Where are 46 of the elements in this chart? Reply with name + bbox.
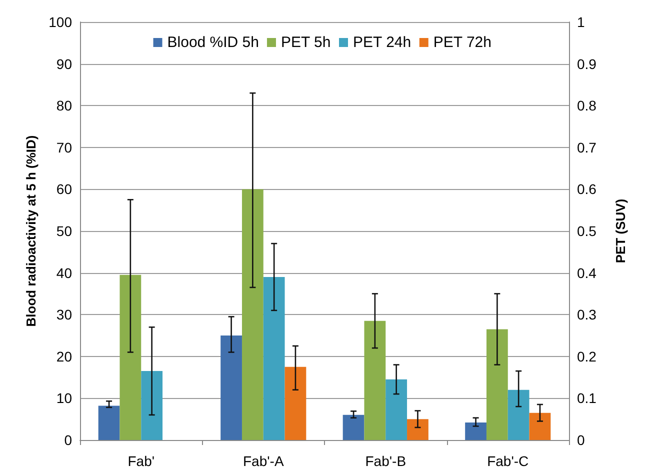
y-tick-label: 50 [56,223,72,239]
y2-tick-label: 0.9 [577,56,597,72]
y2-tick-label: 0.4 [577,264,597,281]
y-axis-title: Blood radioactivity at 5 h (%ID) [24,135,39,327]
y2-tick-label: 0.6 [577,181,597,198]
y-tick-label: 90 [56,56,72,72]
y2-tick-label: 0.5 [577,223,597,239]
bar [342,414,364,440]
bar [386,379,408,440]
bar [263,276,285,440]
y2-axis-title: PET (SUV) [613,198,628,264]
y-tick-label: 80 [56,98,72,114]
y2-tick-label: 0.2 [577,348,597,364]
bar [529,412,551,440]
legend-label: PET 24h [353,34,412,51]
y2-tick-label: 0.3 [577,306,597,323]
bar [486,329,508,440]
bar [141,371,163,440]
y-tick-label: 30 [56,306,72,323]
y2-tick-label: 0.7 [577,139,597,156]
bar [284,366,306,440]
x-tick-label: Fab'-C [487,453,529,469]
y2-tick-label: 0.8 [577,98,597,114]
y-tick-label: 0 [64,432,72,448]
y-tick-label: 60 [56,181,72,198]
y-tick-label: 100 [48,14,72,30]
y2-tick-label: 0 [577,432,585,448]
x-tick-label: Fab'-B [365,453,406,469]
bar [508,390,530,440]
legend-label: Blood %ID 5h [167,34,259,51]
bar [465,422,486,440]
bar [407,419,428,440]
y-tick-label: 40 [56,264,72,281]
x-tick-label: Fab'-A [242,453,284,469]
y-tick-label: 70 [56,139,72,156]
bar [98,406,120,440]
bar [120,274,142,440]
bar [364,320,386,440]
y-tick-label: 20 [56,348,72,364]
legend-label: PET 72h [433,34,492,51]
legend-label: PET 5h [280,34,331,51]
y2-tick-label: 1 [577,14,585,30]
y-tick-label: 10 [56,390,72,406]
bar [242,189,264,440]
y2-tick-label: 0.1 [577,390,597,406]
x-tick-label: Fab' [128,453,155,469]
